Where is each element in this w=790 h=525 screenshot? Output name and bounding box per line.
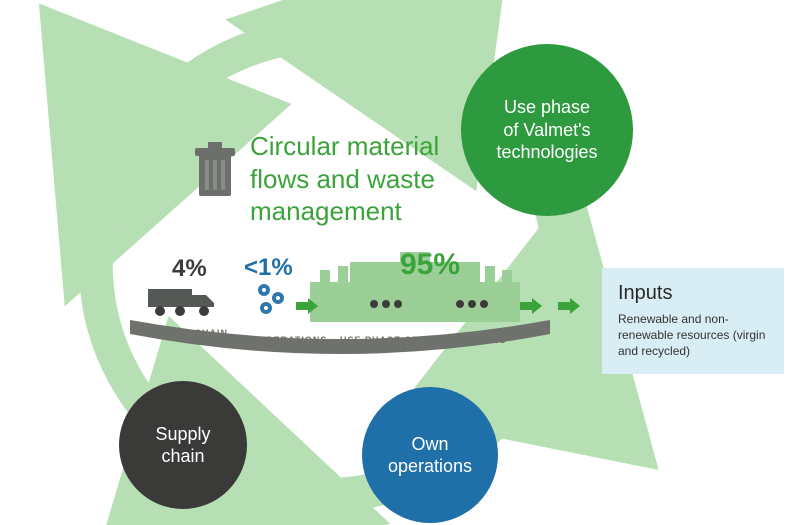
pct-supply-chain: 4%	[172, 255, 207, 283]
title-line: flows and waste	[250, 163, 439, 196]
bubble-use-phase: Use phase of Valmet's technologies	[461, 44, 633, 216]
title-line: Circular material	[250, 130, 439, 163]
inputs-box: Inputs Renewable and non-renewable resou…	[602, 268, 784, 374]
bubble-supply-chain: Supply chain	[119, 381, 247, 509]
arc-label-own-ops: OWN OPERATIONS	[230, 335, 327, 345]
flow-arrow	[558, 298, 580, 314]
flow-arrow	[520, 298, 542, 314]
bubble-own-operations: Own operations	[362, 387, 498, 523]
bubble-line: Supply	[155, 423, 210, 446]
inputs-subtitle: Renewable and non-renewable resources (v…	[618, 311, 768, 360]
arc-label-supply-chain: SUPPLY CHAIN	[150, 328, 228, 338]
flow-arrow	[296, 298, 318, 314]
pct-use-phase: 95%	[400, 248, 460, 282]
bubble-line: technologies	[496, 141, 597, 164]
pct-own-ops: <1%	[244, 254, 293, 282]
infographic-stage: Circular material flows and waste manage…	[0, 0, 790, 525]
bubble-line: Use phase	[496, 96, 597, 119]
bubble-line: of Valmet's	[496, 119, 597, 142]
bubble-line: Own	[388, 433, 472, 456]
trash-icon	[193, 142, 237, 200]
main-title: Circular material flows and waste manage…	[250, 130, 439, 228]
bubble-line: chain	[155, 445, 210, 468]
inputs-title: Inputs	[618, 282, 768, 305]
title-line: management	[250, 195, 439, 228]
bubble-line: operations	[388, 455, 472, 478]
truck-icon	[148, 285, 218, 319]
gears-icon	[252, 280, 292, 320]
arc-label-use-phase: USE PHASE OF TECHNOLOGIES	[340, 335, 507, 345]
